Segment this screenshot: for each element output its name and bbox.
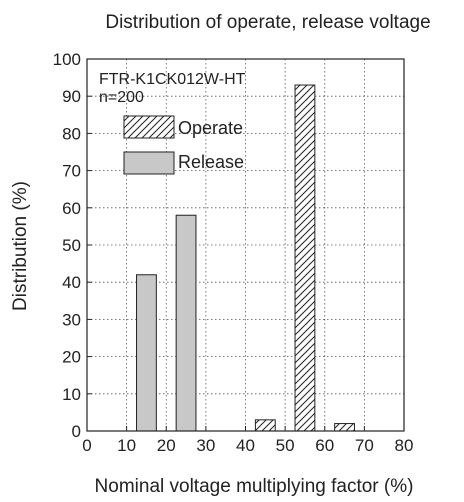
x-tick-label: 40	[236, 436, 255, 455]
model-annotation: FTR-K1CK012W-HT	[99, 71, 246, 88]
x-tick-label: 60	[315, 436, 334, 455]
legend: Operate Release	[123, 115, 244, 175]
y-tick-label: 40	[62, 273, 81, 292]
y-tick-label: 10	[62, 385, 81, 404]
y-tick-label: 50	[62, 236, 81, 255]
x-tick-label: 0	[82, 436, 91, 455]
x-tick-label: 10	[117, 436, 136, 455]
x-tick-label: 20	[157, 436, 176, 455]
legend-swatch-operate	[123, 115, 175, 139]
legend-label-release: Release	[178, 152, 244, 172]
legend-swatch-release	[123, 151, 175, 175]
y-tick-label: 80	[62, 124, 81, 143]
y-tick-label: 100	[53, 50, 81, 69]
y-tick-label: 0	[72, 422, 81, 441]
y-tick-label: 30	[62, 310, 81, 329]
x-tick-label: 50	[276, 436, 295, 455]
bar-operate	[254, 419, 276, 432]
bar-operate	[294, 84, 316, 432]
y-axis-title: Distribution (%)	[10, 181, 31, 311]
y-tick-label: 90	[62, 87, 81, 106]
x-tick-label: 70	[355, 436, 374, 455]
bar-release	[175, 214, 197, 432]
x-tick-label: 80	[395, 436, 414, 455]
y-tick-label: 70	[62, 162, 81, 181]
bars	[136, 84, 355, 432]
y-tick-label: 60	[62, 199, 81, 218]
grid-lines	[87, 59, 404, 431]
x-tick-label: 30	[196, 436, 215, 455]
legend-label-operate: Operate	[178, 118, 243, 138]
y-tick-label: 20	[62, 348, 81, 367]
bar-release	[136, 274, 157, 432]
x-axis-title: Nominal voltage multiplying factor (%)	[95, 476, 414, 497]
chart-title: Distribution of operate, release voltage	[105, 12, 430, 33]
bar-operate	[334, 423, 355, 432]
sample-size-annotation: n=200	[99, 89, 144, 106]
axis-ticks: 0 10 20 30 40 50 60 70 80 0 10 20 30 40 50 60 70 80 90 100	[53, 50, 414, 455]
